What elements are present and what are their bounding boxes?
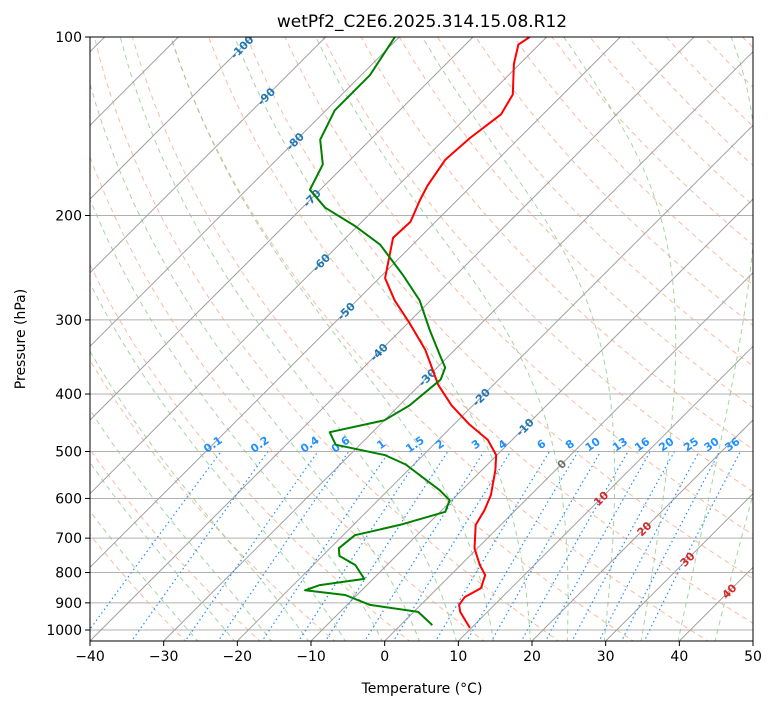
dry-adiabat bbox=[437, 37, 775, 643]
mixing-ratio-line bbox=[435, 452, 550, 643]
mixing-ratio-line bbox=[80, 452, 221, 643]
isotherm bbox=[0, 37, 252, 643]
moist-adiabat bbox=[0, 37, 236, 643]
y-tick-label: 800 bbox=[55, 566, 82, 582]
mixing-ratio-line bbox=[545, 452, 651, 643]
mixing-ratio-label: 1.5 bbox=[403, 434, 426, 456]
isotherm-label: 10 bbox=[591, 489, 611, 509]
y-axis-label: Pressure (hPa) bbox=[13, 289, 29, 389]
mixing-ratio-label: 8 bbox=[563, 437, 577, 452]
moist-adiabat bbox=[79, 37, 420, 643]
y-tick-label: 600 bbox=[55, 491, 82, 507]
mixing-ratio-line bbox=[131, 452, 268, 643]
isotherm bbox=[162, 37, 768, 643]
x-tick-label: 40 bbox=[670, 649, 688, 665]
mixing-ratio-line bbox=[325, 452, 448, 643]
isotherm bbox=[678, 37, 775, 643]
isotherm bbox=[457, 37, 775, 643]
isotherm bbox=[88, 37, 694, 643]
y-tick-label: 100 bbox=[55, 30, 82, 46]
dry-adiabat bbox=[666, 37, 775, 643]
dry-adiabat bbox=[0, 37, 337, 643]
mixing-ratio-line bbox=[466, 452, 578, 643]
mixing-ratio-label: 3 bbox=[469, 437, 483, 452]
dry-adiabat bbox=[132, 37, 635, 643]
dry-adiabat bbox=[743, 37, 775, 643]
y-tick-label: 900 bbox=[55, 596, 82, 612]
x-tick-label: 30 bbox=[597, 649, 615, 665]
x-tick-label: 10 bbox=[449, 649, 467, 665]
x-tick-label: 50 bbox=[744, 649, 762, 665]
mixing-ratio-line bbox=[571, 452, 674, 643]
isotherm bbox=[751, 37, 775, 643]
dry-adiabat bbox=[514, 37, 775, 643]
x-axis-label: Temperature (°C) bbox=[361, 681, 483, 697]
background-lines bbox=[0, 37, 775, 643]
moist-adiabat bbox=[171, 37, 494, 643]
dry-adiabat bbox=[94, 37, 561, 643]
y-tick-label: 700 bbox=[55, 531, 82, 547]
moist-adiabat bbox=[0, 37, 309, 643]
y-tick-label: 200 bbox=[55, 209, 82, 225]
isotherm bbox=[0, 37, 473, 643]
y-tick-label: 1000 bbox=[46, 623, 82, 639]
x-tick-label: −30 bbox=[149, 649, 179, 665]
dry-adiabat bbox=[18, 37, 411, 643]
mixing-ratio-label: 2 bbox=[433, 437, 447, 452]
x-tick-label: 20 bbox=[523, 649, 541, 665]
isotherm bbox=[15, 37, 621, 643]
chart-title: wetPf2_C2E6.2025.314.15.08.R12 bbox=[277, 12, 567, 32]
x-tick-label: −40 bbox=[75, 649, 105, 665]
isotherm bbox=[0, 37, 326, 643]
mixing-ratio-line bbox=[521, 452, 629, 643]
dry-adiabat bbox=[590, 37, 775, 643]
moist-adiabat bbox=[715, 37, 775, 643]
isotherm-label: -90 bbox=[255, 85, 278, 108]
isotherm bbox=[383, 37, 775, 643]
mixing-ratio-line bbox=[364, 452, 484, 643]
x-tick-label: −20 bbox=[223, 649, 253, 665]
x-tick-label: −10 bbox=[296, 649, 326, 665]
y-tick-label: 300 bbox=[55, 313, 82, 329]
mixing-ratio-line bbox=[644, 452, 741, 643]
y-tick-label: 500 bbox=[55, 444, 82, 460]
moist-adiabat bbox=[0, 37, 273, 643]
mixing-ratio-label: 0.4 bbox=[298, 434, 322, 456]
moist-adiabat bbox=[564, 37, 676, 643]
dry-adiabat bbox=[552, 37, 775, 643]
moist-adiabat bbox=[43, 37, 383, 643]
y-tick-label: 400 bbox=[55, 387, 82, 403]
x-tick-label: 0 bbox=[380, 649, 389, 665]
dry-adiabat bbox=[171, 37, 711, 643]
moist-adiabat bbox=[0, 37, 199, 643]
mixing-ratio-label: 6 bbox=[535, 437, 549, 452]
